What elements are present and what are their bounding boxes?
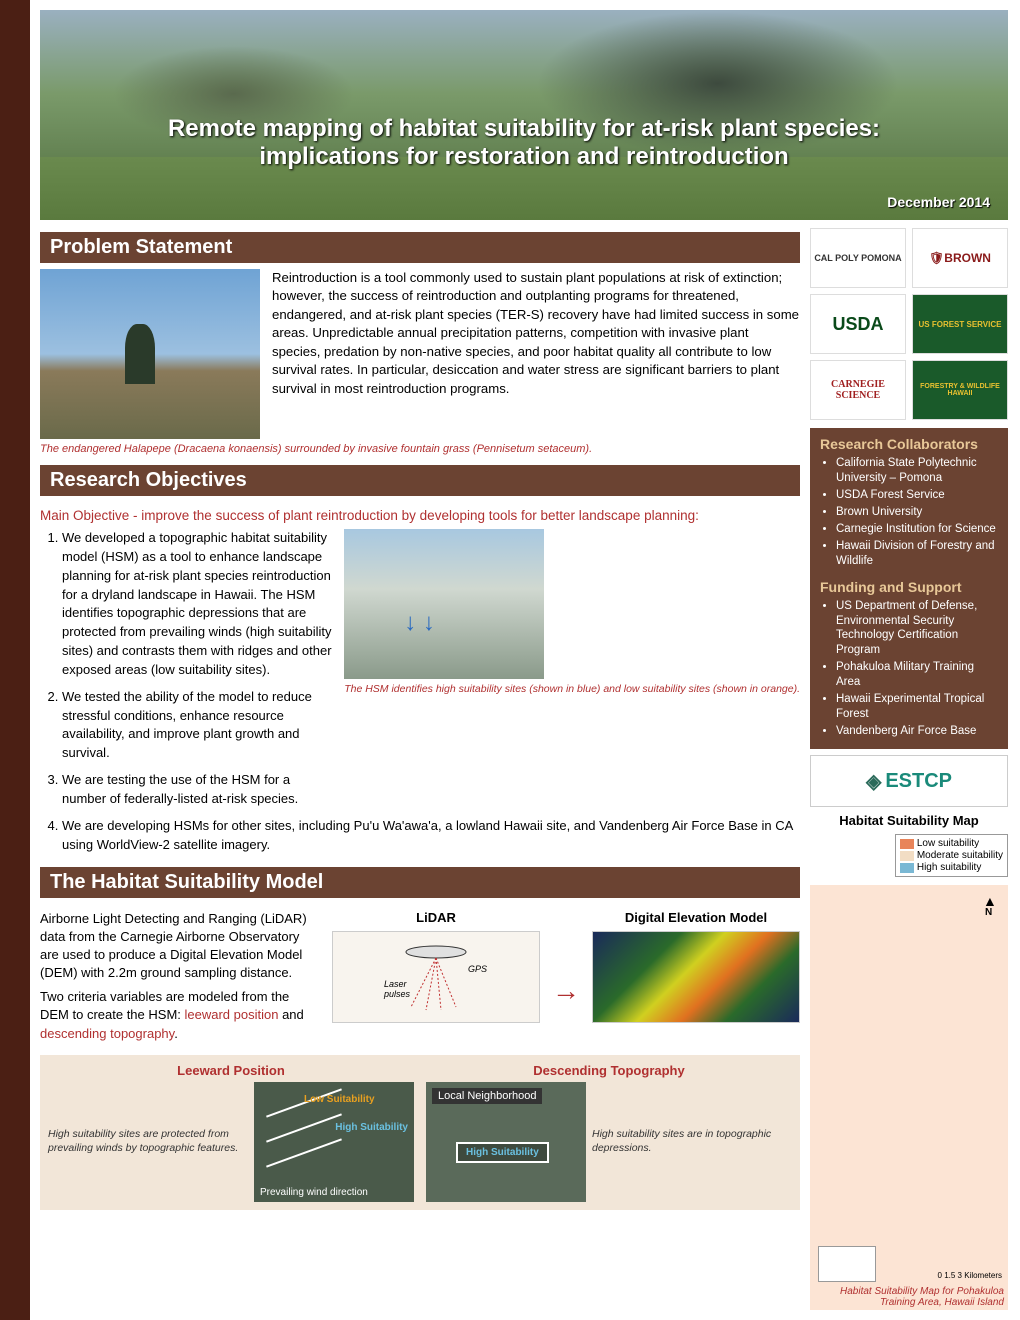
hero-title-line1: Remote mapping of habitat suitability fo… [168, 115, 880, 142]
objectives-list: We developed a topographic habitat suita… [40, 529, 334, 817]
funding-header: Funding and Support [820, 579, 998, 595]
hsm-text2: Two criteria variables are modeled from … [40, 988, 320, 1043]
logo-usda: USDA [810, 294, 906, 354]
hsm-text1: Airborne Light Detecting and Ranging (Li… [40, 910, 320, 983]
leeward-image: Low Suitability High Suitability Prevail… [254, 1082, 414, 1202]
map-inset-logo [818, 1246, 876, 1282]
descending-title: Descending Topography [426, 1063, 792, 1078]
funding-item: Vandenberg Air Force Base [836, 724, 998, 739]
problem-text: Reintroduction is a tool commonly used t… [272, 269, 800, 439]
objective-item: We are developing HSMs for other sites, … [62, 817, 800, 855]
funding-item: US Department of Defense, Environmental … [836, 599, 998, 659]
dem-diagram [592, 931, 800, 1023]
map-scale: 0 1.5 3 Kilometers [938, 1271, 1002, 1280]
leeward-caption: High suitability sites are protected fro… [48, 1128, 248, 1155]
objectives-main: Main Objective - improve the success of … [40, 508, 800, 523]
funding-item: Pohakuloa Military Training Area [836, 660, 998, 690]
svg-text:pulses: pulses [383, 989, 411, 999]
criteria-panel: Leeward Position High suitability sites … [40, 1055, 800, 1210]
objective-item: We tested the ability of the model to re… [62, 688, 334, 763]
step-dem-title: Digital Elevation Model [592, 910, 800, 925]
problem-caption: The endangered Halapepe (Dracaena konaen… [40, 443, 800, 455]
hero-banner: Remote mapping of habitat suitability fo… [40, 10, 1008, 220]
objective-item: We developed a topographic habitat suita… [62, 529, 334, 680]
collaborators-box: Research Collaborators California State … [810, 428, 1008, 749]
objectives-image-caption: The HSM identifies high suitability site… [344, 683, 800, 695]
hsm-map: 0 1.5 3 Kilometers Habitat Suitability M… [810, 885, 1008, 1310]
map-caption: Habitat Suitability Map for Pohakuloa Tr… [814, 1286, 1004, 1308]
objectives-header: Research Objectives [40, 465, 800, 496]
objectives-list-cont: We are developing HSMs for other sites, … [40, 817, 800, 863]
funding-item: Hawaii Experimental Tropical Forest [836, 692, 998, 722]
hsm-map-header: Habitat Suitability Map Low suitability … [810, 813, 1008, 881]
problem-header: Problem Statement [40, 232, 800, 263]
compass-icon [980, 893, 1000, 917]
step-lidar-title: LiDAR [332, 910, 540, 925]
svg-text:Laser: Laser [384, 979, 408, 989]
hero-date: December 2014 [887, 194, 990, 210]
estcp-logo: ◈ESTCP [810, 755, 1008, 807]
descending-caption: High suitability sites are in topographi… [592, 1128, 792, 1155]
hero-title-line2: implications for restoration and reintro… [259, 143, 788, 170]
logo-usfs: US FOREST SERVICE [912, 294, 1008, 354]
problem-image [40, 269, 260, 439]
hero-title: Remote mapping of habitat suitability fo… [80, 115, 968, 171]
descending-image: Local Neighborhood High Suitability [426, 1082, 586, 1202]
arrow-icon: → [548, 975, 584, 1007]
lidar-diagram: Laserpulses GPS [332, 931, 540, 1023]
hsm-header: The Habitat Suitability Model [40, 867, 800, 898]
logo-carnegie: CARNEGIE SCIENCE [810, 360, 906, 420]
logo-calpoly: CAL POLY POMONA [810, 228, 906, 288]
collaborator-item: Carnegie Institution for Science [836, 522, 998, 537]
collaborator-item: California State Polytechnic University … [836, 456, 998, 486]
left-stripe [0, 0, 30, 1320]
hsm-legend: Low suitability Moderate suitability Hig… [895, 834, 1008, 877]
objective-item: We are testing the use of the HSM for a … [62, 771, 334, 809]
logo-hawaii: FORESTRY & WILDLIFE HAWAII [912, 360, 1008, 420]
collaborator-item: USDA Forest Service [836, 488, 998, 503]
collaborator-item: Brown University [836, 505, 998, 520]
objectives-image [344, 529, 544, 679]
collaborators-header: Research Collaborators [820, 436, 998, 452]
leeward-title: Leeward Position [48, 1063, 414, 1078]
logo-brown: 🛡 BROWN [912, 228, 1008, 288]
logo-grid: CAL POLY POMONA 🛡 BROWN USDA US FOREST S… [810, 228, 1008, 420]
collaborator-item: Hawaii Division of Forestry and Wildlife [836, 539, 998, 569]
svg-text:GPS: GPS [468, 964, 487, 974]
